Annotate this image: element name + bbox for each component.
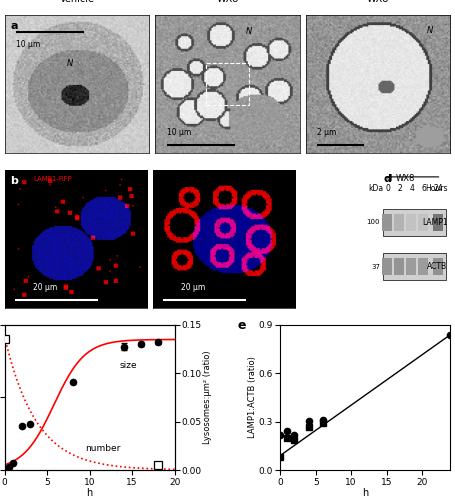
Text: 10 μm: 10 μm: [167, 128, 191, 136]
X-axis label: h: h: [86, 488, 93, 498]
Text: d: d: [386, 174, 392, 183]
Text: 2 μm: 2 μm: [317, 128, 337, 136]
Text: 37: 37: [371, 264, 380, 270]
Text: size: size: [119, 362, 137, 370]
Bar: [382, 258, 392, 275]
Bar: [394, 258, 404, 275]
Text: Vehicle: Vehicle: [60, 0, 95, 4]
Bar: [405, 258, 416, 275]
Text: 4: 4: [409, 184, 414, 193]
Text: 20 μm: 20 μm: [181, 282, 206, 292]
Text: 2: 2: [397, 184, 402, 193]
Text: 0: 0: [385, 184, 390, 193]
Text: N: N: [66, 59, 73, 68]
Bar: [394, 214, 404, 231]
Text: LAMP1: LAMP1: [422, 218, 447, 227]
Text: number: number: [86, 444, 121, 453]
Text: 10 μm: 10 μm: [16, 40, 40, 49]
Y-axis label: Lysosomes:μm² (ratio): Lysosomes:μm² (ratio): [202, 350, 212, 444]
Text: kDa: kDa: [368, 184, 383, 193]
Text: N: N: [427, 26, 433, 35]
Bar: [382, 214, 392, 231]
Text: e: e: [238, 319, 246, 332]
Text: WX8: WX8: [216, 0, 239, 4]
Bar: [206, 64, 249, 105]
Text: 6: 6: [421, 184, 426, 193]
Text: d: d: [383, 174, 391, 184]
Bar: [433, 258, 443, 275]
Text: ACTB: ACTB: [427, 262, 447, 271]
Text: Hours: Hours: [425, 184, 447, 193]
Text: LAMP1-RFP: LAMP1-RFP: [33, 176, 72, 182]
Text: b: b: [10, 176, 18, 186]
Bar: [418, 258, 428, 275]
Text: 24: 24: [434, 184, 443, 193]
Text: WX8: WX8: [367, 0, 389, 4]
Bar: [433, 214, 443, 231]
Text: 100: 100: [367, 220, 380, 226]
X-axis label: h: h: [362, 488, 369, 498]
Text: N: N: [246, 27, 253, 36]
Text: a: a: [10, 20, 18, 30]
Bar: [405, 214, 416, 231]
Bar: [383, 208, 446, 236]
Text: WX8: WX8: [396, 174, 415, 183]
Text: 20 μm: 20 μm: [33, 282, 57, 292]
Y-axis label: LAMP1:ACTB (ratio): LAMP1:ACTB (ratio): [248, 356, 257, 438]
Bar: [418, 214, 428, 231]
Bar: [383, 253, 446, 280]
